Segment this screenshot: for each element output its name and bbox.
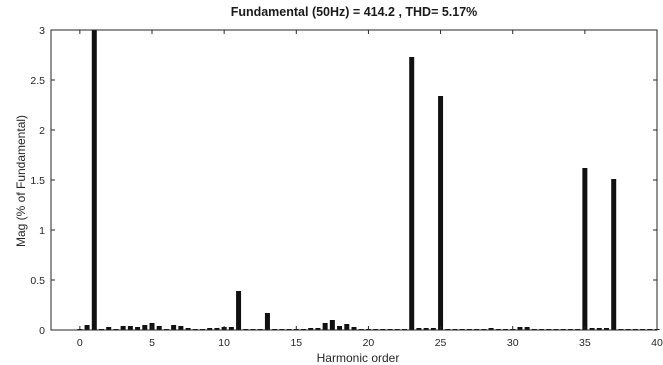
harmonic-bar (329, 320, 335, 330)
y-tick-label: 0.5 (30, 275, 45, 287)
y-tick-labels: 0 0.5 1 1.5 2 2.5 3 (30, 25, 45, 337)
harmonic-bar (582, 168, 588, 330)
harmonic-bar (91, 30, 97, 330)
x-tick-label: 15 (290, 337, 302, 349)
chart-title: Fundamental (50Hz) = 414.2 , THD= 5.17% (231, 5, 478, 19)
harmonic-bar (423, 328, 429, 330)
harmonic-bar (488, 328, 494, 330)
harmonic-bar (120, 326, 126, 330)
harmonic-bar (207, 328, 213, 330)
x-tick-label: 30 (507, 337, 519, 349)
y-tick-label: 1.5 (30, 175, 45, 187)
y-tick-label: 2 (39, 125, 45, 137)
x-tick-label: 25 (435, 337, 447, 349)
harmonic-bar (171, 325, 177, 330)
x-axis-label: Harmonic order (317, 351, 400, 365)
harmonic-bar (106, 327, 112, 330)
harmonic-bar (228, 327, 234, 330)
harmonic-bar (430, 328, 436, 330)
plot-area: 0 5 10 15 20 25 30 35 40 0 0.5 1 1.5 2 2.5 3 (30, 25, 663, 349)
bars-group (77, 30, 660, 330)
harmonic-bar (337, 326, 343, 330)
harmonic-bar (185, 328, 191, 330)
harmonic-bar (524, 327, 530, 330)
x-tick-label: 20 (363, 337, 375, 349)
harmonic-bar (236, 291, 242, 330)
harmonic-bar (596, 328, 602, 330)
y-tick-label: 3 (39, 25, 45, 37)
x-tick-label: 40 (651, 337, 663, 349)
harmonic-bar (351, 327, 357, 330)
harmonic-bar (517, 327, 523, 330)
axes-box (50, 29, 658, 331)
y-tick-label: 1 (39, 225, 45, 237)
harmonic-bar (308, 328, 314, 330)
harmonic-bar (214, 328, 220, 330)
x-tick-label: 35 (579, 337, 591, 349)
harmonic-bar (142, 325, 148, 330)
axes-group (50, 29, 658, 331)
harmonic-bar (438, 96, 444, 330)
harmonic-bar (135, 327, 141, 330)
harmonic-bar (409, 57, 415, 330)
harmonic-bar (322, 323, 328, 330)
y-tick-label: 0 (39, 325, 45, 337)
x-tick-labels: 0 5 10 15 20 25 30 35 40 (77, 337, 663, 349)
harmonic-bar (156, 326, 162, 330)
harmonic-bar (178, 326, 184, 330)
y-axis-label: Mag (% of Fundamental) (14, 115, 28, 247)
harmonic-bar (264, 313, 270, 330)
harmonic-bar (589, 328, 595, 330)
harmonic-bar (127, 326, 133, 330)
harmonic-bar (344, 324, 350, 330)
harmonic-bar (604, 328, 609, 330)
harmonic-bar (315, 328, 321, 330)
x-tick-label: 5 (149, 337, 155, 349)
x-tick-label: 0 (77, 337, 83, 349)
x-tick-label: 10 (218, 337, 230, 349)
harmonic-bar (84, 325, 90, 330)
harmonic-bar (611, 179, 617, 330)
harmonic-bar (416, 328, 422, 330)
y-tick-label: 2.5 (30, 75, 45, 87)
